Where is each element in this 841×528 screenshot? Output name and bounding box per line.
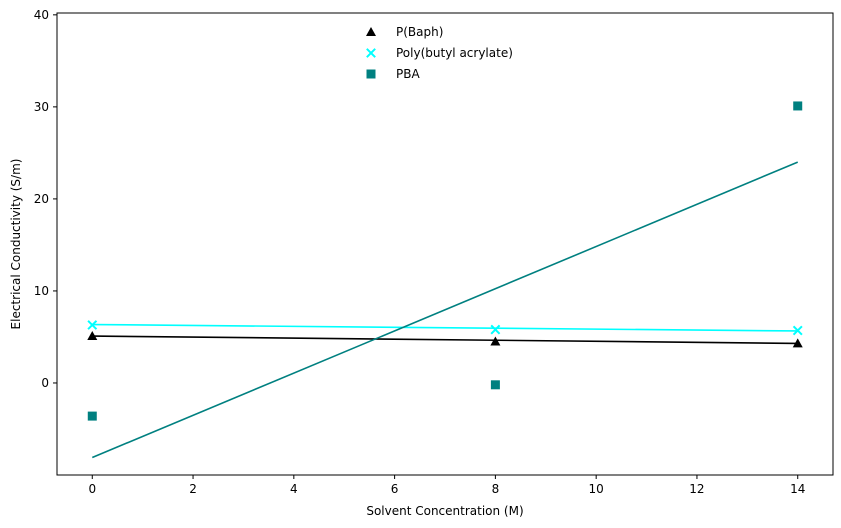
data-point-pba — [490, 380, 500, 390]
x-marker-stroke — [87, 320, 98, 330]
legend-marker-pba — [366, 69, 376, 79]
x-tick-label: 8 — [492, 482, 500, 496]
x-marker-stroke — [366, 48, 376, 58]
data-point-poly-butyl-acrylate — [792, 325, 803, 336]
legend-marker-p-baph — [366, 27, 376, 36]
y-tick-label: 0 — [41, 376, 49, 390]
plot-area — [57, 13, 833, 475]
x-tick-label: 12 — [689, 482, 704, 496]
y-tick-label: 30 — [34, 100, 49, 114]
y-tick-label: 20 — [34, 192, 49, 206]
legend-label-p-baph: P(Baph) — [396, 25, 443, 39]
x-marker-stroke — [792, 325, 803, 336]
y-tick-label: 40 — [34, 8, 49, 22]
x-marker-stroke — [490, 324, 501, 335]
fit-lines — [91, 161, 799, 459]
x-axis-label: Solvent Concentration (M) — [366, 504, 523, 518]
data-point-p-baph — [490, 336, 501, 346]
fit-line-p-baph — [92, 335, 798, 345]
data-point-p-baph — [87, 331, 98, 341]
plot-frame — [56, 12, 834, 476]
x-tick-label: 14 — [790, 482, 805, 496]
y-axis: 0 10 20 30 40 — [34, 8, 57, 390]
data-point-poly-butyl-acrylate — [87, 320, 98, 330]
legend-label-pba: PBA — [396, 67, 420, 81]
legend-label-poly-butyl-acrylate: Poly(butyl acrylate) — [396, 46, 513, 60]
data-point-p-baph — [792, 338, 803, 348]
legend: P(Baph) Poly(butyl acrylate) PBA — [366, 25, 513, 81]
data-markers — [87, 101, 803, 421]
data-point-pba — [793, 101, 803, 111]
x-tick-label: 10 — [589, 482, 604, 496]
x-axis: 0 2 4 6 8 10 12 14 — [88, 475, 805, 496]
data-point-pba — [87, 411, 97, 421]
fit-line-poly-butyl-acrylate — [92, 323, 798, 332]
fit-line-pba — [91, 161, 799, 459]
x-tick-label: 2 — [189, 482, 197, 496]
x-tick-label: 0 — [88, 482, 96, 496]
y-axis-label: Electrical Conductivity (S/m) — [9, 159, 23, 330]
x-tick-label: 4 — [290, 482, 298, 496]
legend-marker-poly-butyl-acrylate — [366, 48, 376, 58]
x-tick-label: 6 — [391, 482, 399, 496]
y-tick-label: 10 — [34, 284, 49, 298]
data-point-poly-butyl-acrylate — [490, 324, 501, 335]
